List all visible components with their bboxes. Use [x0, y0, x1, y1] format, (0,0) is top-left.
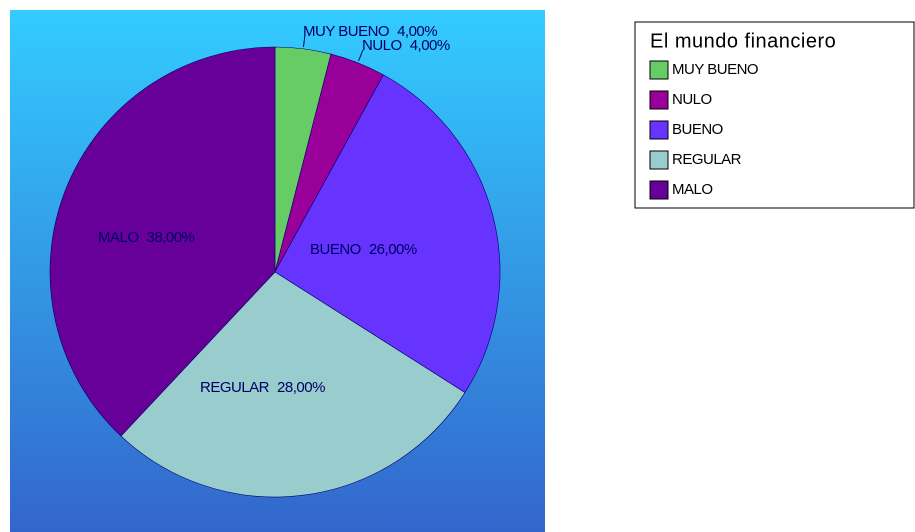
- pie-slice: [120, 271, 466, 498]
- legend-label: NULO: [672, 91, 712, 108]
- legend-label: REGULAR: [672, 151, 742, 168]
- data-label-value: 38,00%: [147, 229, 195, 246]
- legend-swatch: [649, 150, 669, 170]
- data-label-name: MUY BUENO: [303, 23, 389, 40]
- legend-swatch: [649, 60, 669, 80]
- pie-slice: [49, 46, 276, 437]
- data-label: BUENO 26,00%: [310, 241, 417, 258]
- data-label: MUY BUENO 4,00%: [303, 23, 437, 40]
- data-label-name: REGULAR: [200, 379, 270, 396]
- data-label-name: BUENO: [310, 241, 361, 258]
- data-label-name: NULO: [362, 37, 402, 54]
- data-label: NULO 4,00%: [362, 37, 450, 54]
- data-label-value: 26,00%: [369, 241, 417, 258]
- data-label-name: MALO: [98, 229, 139, 246]
- data-label-value: 28,00%: [277, 379, 325, 396]
- data-label: REGULAR 28,00%: [200, 379, 325, 396]
- legend-swatch: [649, 180, 669, 200]
- legend-label: BUENO: [672, 121, 723, 138]
- leader-line: [302, 34, 306, 47]
- legend-swatch: [649, 120, 669, 140]
- pie-slice: [274, 74, 501, 393]
- legend-title: El mundo financiero: [650, 30, 836, 52]
- legend-swatch: [649, 90, 669, 110]
- legend-box: [634, 21, 915, 209]
- data-label: MALO 38,00%: [98, 229, 195, 246]
- legend-label: MUY BUENO: [672, 61, 758, 78]
- leader-line: [358, 49, 364, 62]
- legend-label: MALO: [672, 181, 713, 198]
- data-label-value: 4,00%: [397, 23, 437, 40]
- data-label-value: 4,00%: [410, 37, 450, 54]
